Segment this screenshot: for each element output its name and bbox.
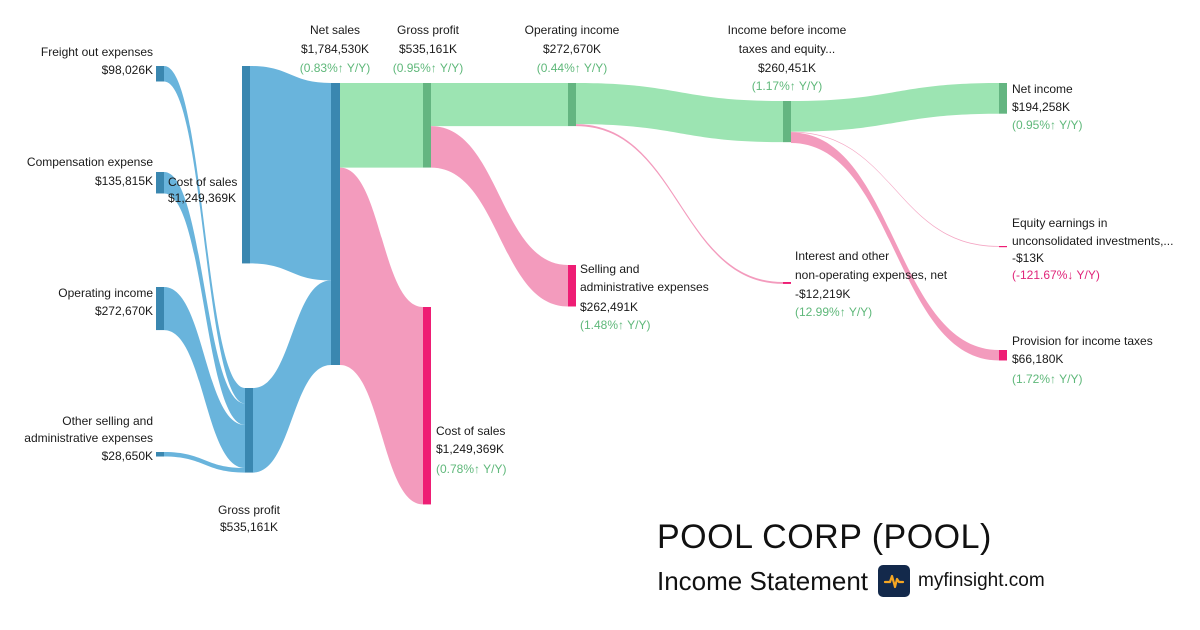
label-osga_in-value: $28,650K [102, 449, 153, 463]
flow-ibt-to-equity [791, 131, 999, 247]
label-tax-value: $66,180K [1012, 352, 1063, 366]
label-osga_in-text: administrative expenses [24, 431, 153, 445]
label-opinc-name: Operating income [525, 23, 620, 37]
label-opinc_in-name: Operating income [58, 286, 153, 300]
label-netinc-value: $194,258K [1012, 100, 1070, 114]
node-bar-equity [999, 246, 1007, 248]
label-netsales-name: Net sales [310, 23, 360, 37]
label-cos-name: Cost of sales [436, 424, 505, 438]
label-gp-name: Gross profit [397, 23, 460, 37]
flow-opinc-to-ibt [576, 83, 783, 143]
flow-netsales-to-gp [340, 83, 423, 168]
company-title: POOL CORP (POOL) [657, 518, 992, 556]
title-block: POOL CORP (POOL) Income Statement myfins… [657, 515, 1045, 597]
label-interest-text: Interest and other [795, 249, 889, 263]
flow-gp-to-sga [431, 126, 568, 307]
label-gp_in-name: Gross profit [218, 503, 281, 517]
flow-ibt-to-tax [791, 132, 999, 361]
label-freight-value: $98,026K [102, 63, 153, 77]
label-comp-value: $135,815K [95, 174, 153, 188]
flow-netsales-to-cos [340, 167, 423, 505]
node-bar-interest [783, 282, 791, 284]
label-opinc_in-value: $272,670K [95, 304, 153, 318]
label-cos_in-value: $1,249,369K [168, 191, 236, 205]
label-tax-name: Provision for income taxes [1012, 334, 1153, 348]
label-sga-text: administrative expenses [580, 280, 709, 294]
label-gp-yoy: (0.95%↑ Y/Y) [393, 61, 463, 75]
subtitle-row: Income Statement myfinsight.com [657, 565, 1045, 597]
label-opinc-yoy: (0.44%↑ Y/Y) [537, 61, 607, 75]
label-sga-text: Selling and [580, 262, 639, 276]
flow-opinc-to-interest [576, 124, 783, 284]
label-ibt-text: taxes and equity... [739, 42, 836, 56]
label-ibt-value: $260,451K [758, 61, 816, 75]
label-gp_in-value: $535,161K [220, 520, 278, 534]
flow-osga_in-to-gp_in [164, 452, 245, 473]
label-equity-yoy: (-121.67%↓ Y/Y) [1012, 268, 1100, 282]
label-freight-name: Freight out expenses [41, 45, 153, 59]
node-bar-gp [423, 83, 431, 168]
node-bar-freight [156, 66, 164, 82]
label-netinc-yoy: (0.95%↑ Y/Y) [1012, 118, 1082, 132]
label-interest-yoy: (12.99%↑ Y/Y) [795, 305, 872, 319]
label-cos_in-name: Cost of sales [168, 175, 237, 189]
label-equity-value: -$13K [1012, 251, 1044, 265]
node-bar-comp [156, 172, 164, 194]
node-bar-ibt [783, 101, 791, 143]
flow-freight-to-gp_in [164, 66, 245, 404]
node-bar-netsales [331, 83, 340, 365]
node-bar-gp_in [245, 388, 253, 473]
node-bar-tax [999, 350, 1007, 361]
statement-label: Income Statement [657, 565, 868, 596]
flow-cos_in-to-netsales [250, 66, 331, 281]
label-equity-text: unconsolidated investments,... [1012, 234, 1173, 248]
node-bar-opinc_in [156, 287, 164, 331]
flow-gp_in-to-netsales [253, 280, 331, 473]
label-cos-value: $1,249,369K [436, 442, 504, 456]
brand-name: myfinsight.com [918, 570, 1045, 591]
label-comp-name: Compensation expense [27, 155, 153, 169]
flow-ibt-to-netinc [791, 83, 999, 132]
label-ibt-text: Income before income [728, 23, 847, 37]
label-netsales-value: $1,784,530K [301, 42, 369, 56]
label-sga-value: $262,491K [580, 300, 638, 314]
node-bar-opinc [568, 83, 576, 127]
pulse-line-icon [878, 565, 910, 597]
node-bar-osga_in [156, 452, 164, 457]
label-sga-yoy: (1.48%↑ Y/Y) [580, 318, 650, 332]
label-interest-text: non-operating expenses, net [795, 268, 948, 282]
flow-opinc_in-to-gp_in [164, 287, 245, 469]
flow-comp-to-gp_in [164, 172, 245, 425]
label-opinc-value: $272,670K [543, 42, 601, 56]
flow-gp-to-opinc [431, 83, 568, 127]
node-bar-cos_in [242, 66, 250, 264]
label-interest-value: -$12,219K [795, 287, 850, 301]
label-cos-yoy: (0.78%↑ Y/Y) [436, 462, 506, 476]
label-equity-text: Equity earnings in [1012, 216, 1107, 230]
label-netsales-yoy: (0.83%↑ Y/Y) [300, 61, 370, 75]
label-gp-value: $535,161K [399, 42, 457, 56]
node-bar-sga [568, 265, 576, 307]
label-osga_in-text: Other selling and [62, 414, 153, 428]
label-tax-yoy: (1.72%↑ Y/Y) [1012, 372, 1082, 386]
label-ibt-yoy: (1.17%↑ Y/Y) [752, 79, 822, 93]
label-netinc-name: Net income [1012, 82, 1073, 96]
node-bar-netinc [999, 83, 1007, 114]
node-bar-cos [423, 307, 431, 505]
